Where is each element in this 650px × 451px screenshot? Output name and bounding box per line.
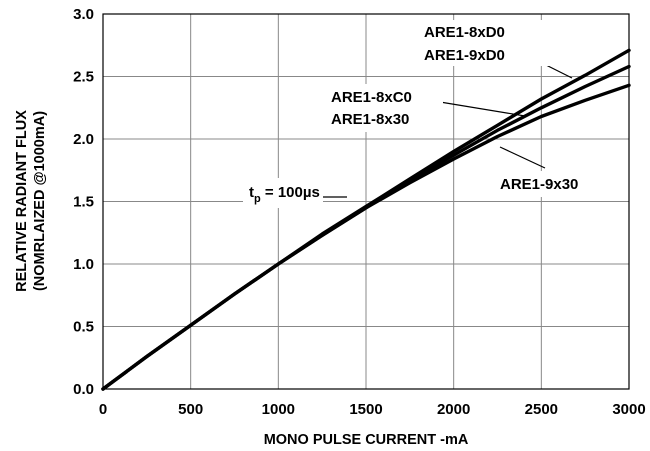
label-are1-8x30: ARE1-8x30 [331, 111, 409, 128]
x-tick-label: 1000 [262, 401, 295, 418]
plot-frame [102, 13, 630, 390]
y-axis-label-line2: (NOMRLAIZED @1000mA) [32, 111, 48, 291]
label-are1-9x30: ARE1-9x30 [500, 176, 578, 193]
series-group [101, 48, 631, 391]
label-are1-9xd0: ARE1-9xD0 [424, 47, 505, 64]
y-tick-label: 1.5 [73, 194, 94, 211]
y-tick-label: 2.5 [73, 69, 94, 86]
leader-8xC0 [439, 101, 526, 117]
tick-labels: 0 500 1000 1500 2000 2500 3000 0.0 0.5 1.0 1.5 2.0 2… [73, 6, 646, 418]
label-box-c0 [325, 84, 443, 132]
y-tick-label: 3.0 [73, 6, 94, 23]
tp-box [243, 178, 323, 208]
x-axis-label: MONO PULSE CURRENT -mA [264, 432, 469, 448]
x-tick-label: 3000 [612, 401, 645, 418]
x-tick-label: 0 [99, 401, 107, 418]
x-tick-label: 2000 [437, 401, 470, 418]
annotations: ARE1-8xD0 ARE1-9xD0 ARE1-8xC0 ARE1-8x30 … [243, 20, 618, 208]
tp-annotation: tp = 100µs [249, 184, 320, 205]
y-tick-label: 1.0 [73, 256, 94, 273]
label-box-9x30 [496, 171, 618, 197]
y-axis-label-line1: RELATIVE RADIANT FLUX [14, 110, 30, 292]
leader-9x30 [499, 146, 546, 169]
label-are1-8xd0: ARE1-8xD0 [424, 24, 505, 41]
label-are1-8xc0: ARE1-8xC0 [331, 89, 412, 106]
y-tick-label: 0.5 [73, 319, 94, 336]
series-line-3 [101, 83, 631, 391]
y-tick-label: 0.0 [73, 381, 94, 398]
x-tick-label: 500 [178, 401, 203, 418]
x-tick-label: 1500 [349, 401, 382, 418]
x-tick-label: 2500 [525, 401, 558, 418]
label-box-d0 [418, 20, 558, 66]
y-tick-label: 2.0 [73, 131, 94, 148]
